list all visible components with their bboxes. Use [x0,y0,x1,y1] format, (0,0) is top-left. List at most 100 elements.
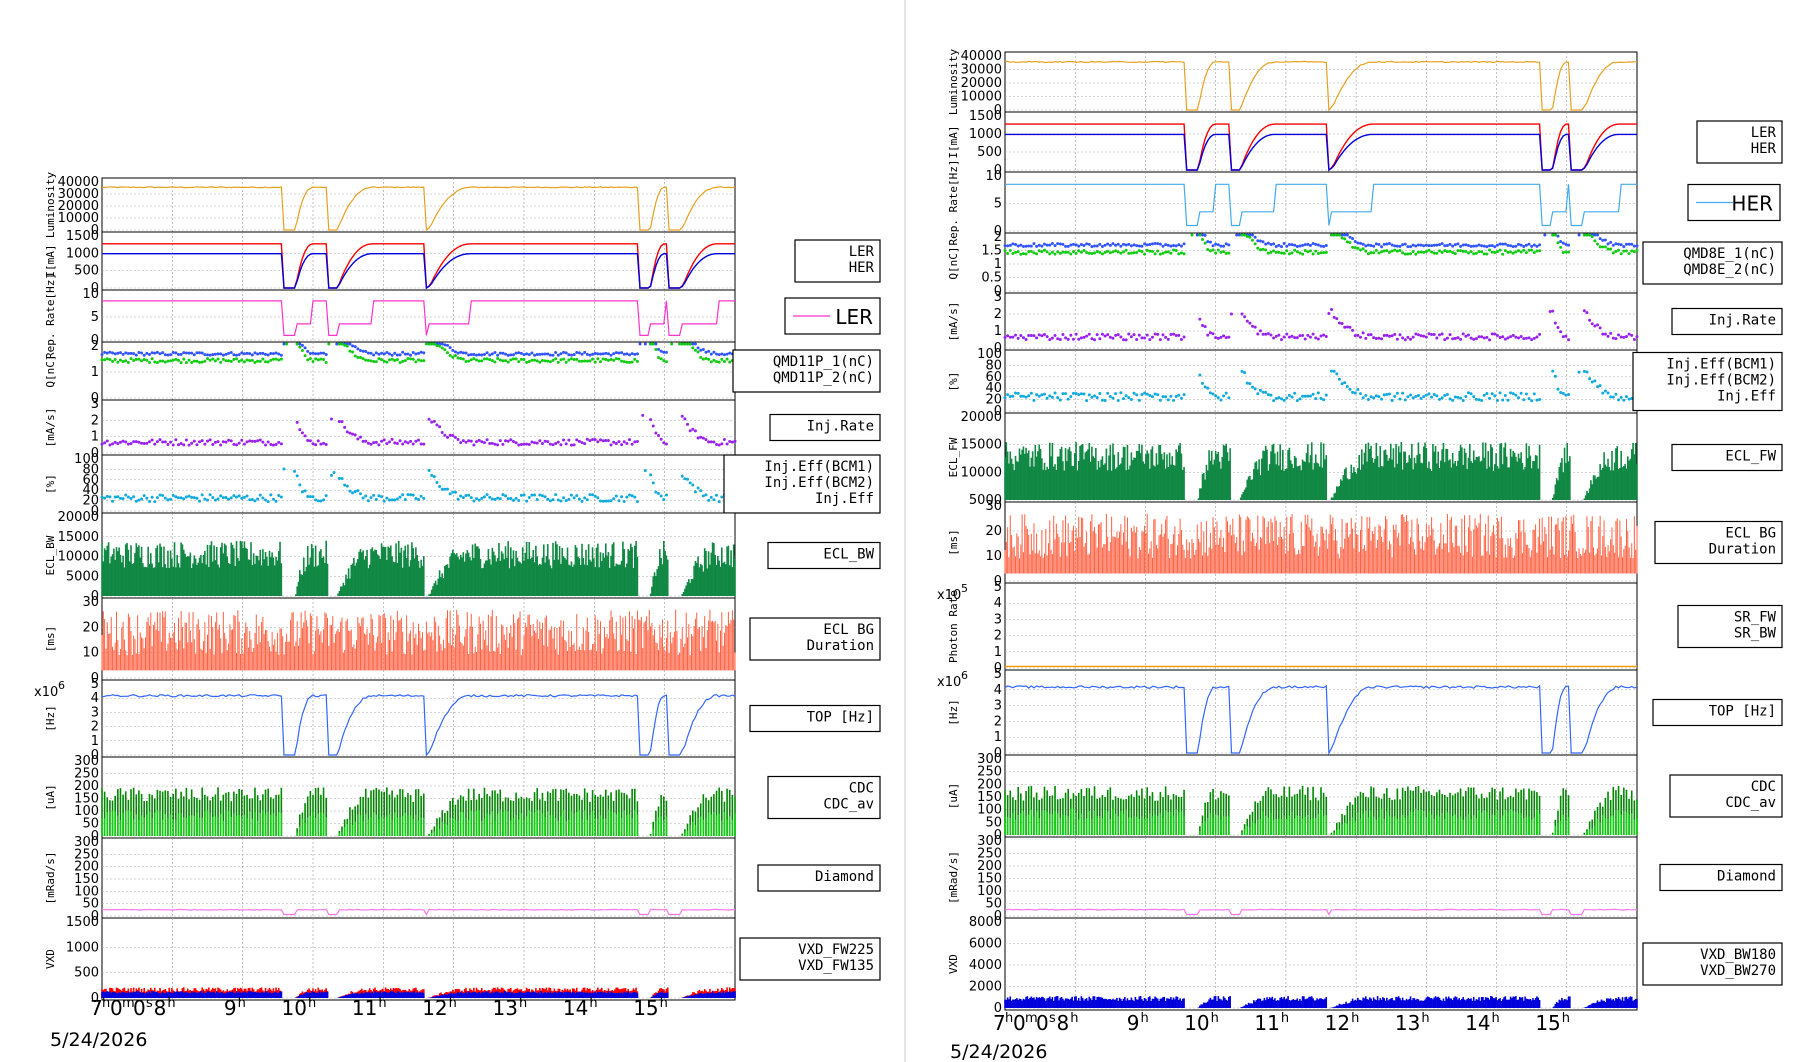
charge-2-point [345,344,349,348]
inj-rate-point [387,440,391,444]
inj-rate-point [1448,333,1452,337]
charge-2-point [488,358,492,362]
charge-1-point [1079,243,1083,247]
time-tick-h-unit: h [589,996,597,1011]
inj-rate-point [535,441,539,445]
charge-1-point [1272,242,1276,246]
charge-2-point [277,358,281,362]
charge-2-point [596,357,600,361]
charge-1-point [1285,244,1289,248]
inj-rate-point [1164,335,1168,339]
charge-2-point [459,356,463,360]
charge-2-point [235,357,239,361]
inj-eff-point [1266,393,1270,397]
legend-label: Diamond [815,869,874,885]
inj-rate-point [1366,333,1370,337]
charge-1-point [588,353,592,357]
inj-rate-point [427,417,431,421]
charge-1-point [1132,243,1136,247]
inj-eff-point [221,496,225,500]
inj-eff-point [1071,391,1075,395]
charge-1-point [453,350,457,354]
charge-2-point [1048,252,1052,256]
charge-1-point [664,350,668,354]
charge-2-point [485,357,489,361]
inj-eff-point [701,494,705,498]
charge-2-point [543,359,547,363]
inj-rate-point [1016,336,1020,340]
charge-1-point [1280,245,1283,249]
charge-1-point [1169,244,1173,248]
charge-1-point [1053,244,1057,248]
inj-eff-point [1322,398,1326,402]
inj-rate-point [622,440,626,444]
charge-2-point [147,360,151,364]
charge-1-point [1530,244,1534,248]
legend-frame [769,413,881,442]
inj-eff-point [1393,394,1397,398]
inj-rate-point [559,443,563,447]
inj-rate-point [1343,325,1347,329]
charge-1-point [176,353,180,357]
inj-rate-point [485,438,489,442]
charge-2-point [414,360,418,364]
inj-rate-point [1424,335,1428,339]
inj-eff-point [1011,394,1015,398]
inj-eff-point [527,496,531,500]
inj-eff-point [319,499,323,503]
inj-eff-point [1319,396,1323,400]
charge-1-point [274,351,278,355]
inj-eff-point [548,499,552,503]
inj-eff-point [1611,395,1615,399]
charge-1-point [1021,244,1025,248]
charge-2-point [1008,249,1012,253]
inj-rate-point [1306,333,1310,337]
inj-rate-point [435,423,439,427]
inj-rate-point [316,439,320,443]
inj-eff-point [277,493,281,497]
inj-eff-point [1440,396,1444,400]
charge-2-point [530,358,534,362]
inj-rate-point [728,439,732,443]
charge-2-point [1424,249,1428,253]
inj-rate-point [1409,337,1413,341]
charge-2-point [1411,250,1415,254]
inj-eff-point [472,499,476,503]
inj-eff-point [1522,398,1526,402]
inj-eff-point [430,473,434,477]
inj-eff-point [438,485,442,489]
legend-frame [1671,307,1783,336]
charge-2-point [699,356,703,360]
charge-1-point [546,352,550,356]
inj-eff-point [1456,395,1460,399]
inj-eff-point [250,498,254,502]
charge-2-point [620,359,624,363]
y-tick-label: 20 [82,620,99,635]
plot-frame [101,341,736,401]
charge-1-point [1261,240,1265,244]
charge-2-point [237,359,241,363]
charge-2-point [1422,250,1426,254]
charge-2-point [453,354,457,358]
charge-2-point [678,342,682,346]
charge-2-point [556,360,560,364]
charge-2-point [116,360,120,364]
y-tick-label: 30000 [961,63,1002,78]
inj-rate-point [1277,333,1281,337]
charge-1-point [620,351,624,355]
inj-eff-point [192,496,196,500]
charge-1-point [113,352,117,356]
inj-rate-point [701,436,705,440]
inj-eff-point [551,498,555,502]
inj-rate-point [1124,338,1128,342]
charge-1-point [1390,243,1394,247]
inj-rate-point [216,440,220,444]
inj-eff-point [453,490,457,494]
charge-1-point [1137,244,1141,248]
legend-label: Inj.Eff(BCM1) [1666,357,1776,373]
inj-eff-point [683,477,687,481]
inj-eff-point [219,494,223,498]
inj-eff-point [572,496,576,500]
charge-1-point [1237,233,1241,237]
inj-eff-point [1469,392,1473,396]
